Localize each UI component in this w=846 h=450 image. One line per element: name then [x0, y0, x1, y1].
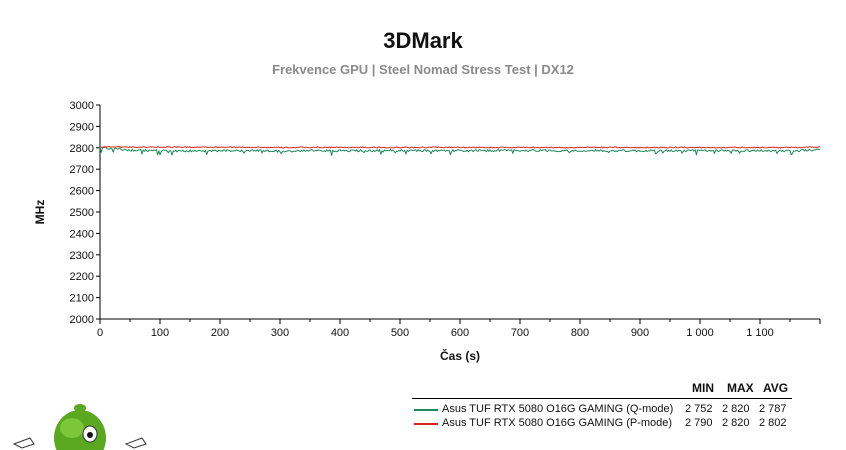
- y-tick-label: 2400: [70, 228, 94, 240]
- x-tick-label: 100: [151, 327, 169, 339]
- plot-area: [100, 105, 820, 319]
- legend-header-avg: AVG: [763, 381, 789, 395]
- legend-max-p-mode: 2 820: [722, 417, 750, 429]
- legend-header-min: MIN: [692, 381, 714, 395]
- legend-min-q-mode: 2 752: [685, 403, 713, 415]
- legend-header-max: MAX: [727, 381, 754, 395]
- x-tick-label: 900: [631, 327, 649, 339]
- legend-separator: [412, 398, 792, 399]
- legend-min-p-mode: 2 790: [685, 417, 713, 429]
- legend-name-q-mode: Asus TUF RTX 5080 O16G GAMING (Q-mode): [442, 403, 674, 415]
- legend-row-p-mode: Asus TUF RTX 5080 O16G GAMING (P-mode) 2…: [412, 417, 792, 431]
- series-line-p-mode: [99, 146, 821, 149]
- plot-background: [100, 105, 820, 319]
- y-tick-label: 2200: [70, 271, 94, 283]
- series-line-q-mode: [99, 146, 821, 156]
- x-tick-label: 300: [271, 327, 289, 339]
- x-tick-label: 0: [97, 327, 103, 339]
- y-tick-label: 2300: [70, 250, 94, 262]
- x-tick-label: 1 000: [686, 327, 714, 339]
- legend-name-p-mode: Asus TUF RTX 5080 O16G GAMING (P-mode): [442, 417, 673, 429]
- legend-avg-p-mode: 2 802: [759, 417, 787, 429]
- legend-swatch-p-mode: [414, 423, 438, 425]
- mascot-logo-icon: [12, 404, 147, 450]
- legend-swatch-q-mode: [414, 409, 438, 411]
- axes: 2000210022002300240025002600270028002900…: [70, 100, 821, 339]
- y-tick-label: 2900: [70, 121, 94, 133]
- y-tick-label: 3000: [70, 100, 94, 112]
- chart-title: 3DMark: [383, 28, 463, 53]
- x-tick-label: 400: [331, 327, 349, 339]
- x-tick-label: 600: [451, 327, 469, 339]
- y-tick-label: 2600: [70, 186, 94, 198]
- x-tick-label: 1 100: [746, 327, 774, 339]
- y-tick-label: 2500: [70, 207, 94, 219]
- chart-subtitle: Frekvence GPU | Steel Nomad Stress Test …: [272, 62, 574, 77]
- y-tick-label: 2800: [70, 143, 94, 155]
- y-tick-label: 2000: [70, 314, 94, 326]
- legend-max-q-mode: 2 820: [722, 403, 750, 415]
- x-tick-label: 200: [211, 327, 229, 339]
- x-tick-label: 700: [511, 327, 529, 339]
- legend-avg-q-mode: 2 787: [759, 403, 787, 415]
- x-tick-label: 800: [571, 327, 589, 339]
- legend-row-q-mode: Asus TUF RTX 5080 O16G GAMING (Q-mode) 2…: [412, 403, 792, 417]
- y-axis-label: MHz: [33, 200, 47, 225]
- x-axis-label: Čas (s): [440, 348, 480, 363]
- series-layer: [99, 146, 821, 156]
- y-tick-label: 2100: [70, 293, 94, 305]
- y-tick-label: 2700: [70, 164, 94, 176]
- x-tick-label: 500: [391, 327, 409, 339]
